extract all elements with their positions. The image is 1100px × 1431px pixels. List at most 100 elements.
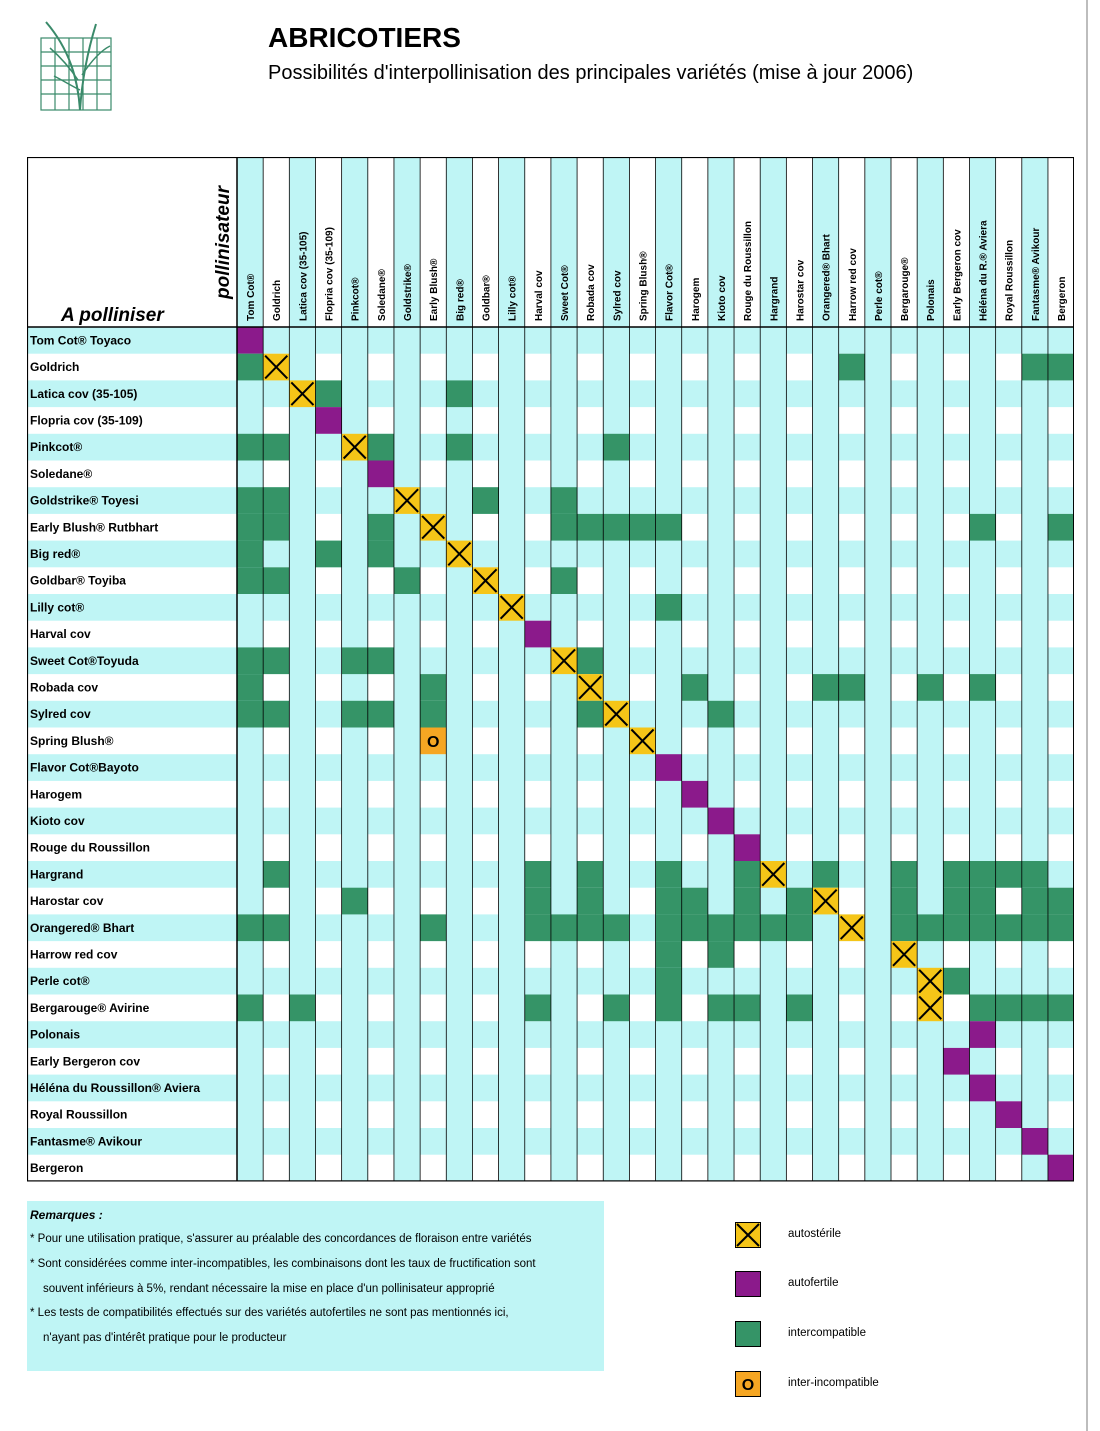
col-label: Goldstrike® (403, 264, 414, 321)
cell-intercompatible (263, 513, 290, 541)
row-label: Lilly cot® (30, 600, 84, 614)
cell-intercompatible (315, 540, 342, 568)
cell-autofertile (524, 620, 551, 648)
cell-intercompatible (786, 994, 813, 1022)
cell-intercompatible (655, 513, 682, 541)
cell-intercompatible (681, 674, 708, 701)
row-band (27, 594, 1074, 621)
cell-intercompatible (472, 487, 499, 514)
cell-intercompatible (420, 914, 447, 942)
cell-intercompatible (681, 887, 708, 915)
row-label: Orangered® Bhart (30, 921, 134, 935)
col-label: Harostar cov (795, 259, 806, 321)
page-title: ABRICOTIERS (268, 22, 461, 53)
cross-line (813, 889, 838, 914)
row-label: Latica cov (35-105) (30, 387, 137, 401)
grid-frame (27, 157, 1074, 1182)
cell-intercompatible (237, 540, 264, 568)
cell-intercompatible (577, 887, 604, 915)
cell-intercompatible (995, 914, 1022, 942)
legend-label: intercompatible (788, 1327, 866, 1339)
cross-line (578, 675, 602, 700)
row-label: Goldbar® Toyiba (30, 574, 126, 588)
cell-intercompatible (1047, 353, 1074, 381)
cell-intercompatible (550, 487, 578, 514)
cell-intercompatible (341, 647, 368, 675)
cell-intercompatible (734, 861, 761, 888)
cell-intercompatible (681, 914, 708, 942)
pollinator-axis-label: pollinisateur (213, 184, 234, 300)
cell-intercompatible (655, 887, 682, 915)
cell-autofertile (367, 460, 394, 488)
cell-intercompatible (577, 513, 604, 541)
col-label: Sweet Cot® (560, 265, 571, 321)
cell-intercompatible (237, 353, 264, 381)
cell-intercompatible (917, 914, 944, 942)
cross-line (421, 515, 445, 540)
cell-intercompatible (341, 887, 368, 915)
legend-label: autostérile (788, 1228, 842, 1240)
row-label: Harrow red cov (30, 947, 118, 961)
col-label: Sylred cov (612, 270, 623, 321)
cell-intercompatible (1047, 887, 1074, 915)
cross-line (552, 648, 576, 673)
cell-intercompatible (655, 941, 682, 968)
cell-intercompatible (707, 914, 735, 942)
col-label: Spring Blush® (638, 251, 649, 321)
cell-intercompatible (812, 861, 839, 888)
cell-intercompatible (1021, 994, 1048, 1022)
row-label: Spring Blush® (30, 734, 114, 748)
cell-intercompatible (655, 967, 682, 995)
cell-autofertile (1021, 1128, 1048, 1155)
cell-intercompatible (969, 674, 996, 701)
cell-intercompatible (603, 433, 630, 461)
cell-intercompatible (263, 647, 290, 675)
row-label: Perle cot® (30, 974, 90, 988)
col-label: Lilly cot® (508, 275, 519, 321)
cell-intercompatible (524, 994, 551, 1022)
remark-line: * Sont considérées comme inter-incompati… (30, 1258, 536, 1270)
cell-intercompatible (367, 700, 394, 728)
col-label: Goldrich (272, 280, 283, 321)
col-label: Fantasme® Avikour (1031, 228, 1042, 321)
col-label: Hargrand (769, 277, 780, 321)
cell-intercompatible (734, 994, 761, 1022)
row-label: Royal Roussillon (30, 1108, 127, 1122)
cell-intercompatible (969, 887, 996, 915)
row-label: Héléna du Roussillon® Aviera (30, 1081, 200, 1095)
cell-intercompatible (420, 674, 447, 701)
cell-intercompatible (1047, 513, 1074, 541)
cell-intercompatible (550, 567, 578, 594)
cell-intercompatible (943, 861, 970, 888)
remark-line: souvent inférieurs à 5%, rendant nécessa… (43, 1283, 495, 1295)
cell-intercompatible (629, 513, 656, 541)
cell-autofertile (995, 1101, 1022, 1128)
cell-intercompatible (969, 861, 996, 888)
cell-autofertile (1047, 1154, 1074, 1182)
cell-intercompatible (367, 647, 394, 675)
cell-intercompatible (1021, 861, 1048, 888)
cell-intercompatible (995, 861, 1022, 888)
cell-intercompatible (577, 647, 604, 675)
page-edge-rule (1086, 0, 1088, 1431)
row-label: Kioto cov (30, 814, 85, 828)
row-label: Bergeron (30, 1161, 83, 1175)
cell-autofertile (707, 807, 735, 835)
legend-autofertile: autofertile (735, 1271, 1035, 1297)
green-swatch-icon (735, 1321, 761, 1347)
col-label: Bergeron (1057, 277, 1068, 321)
cell-intercompatible (838, 674, 865, 701)
cross-line (892, 942, 916, 967)
remarks-title: Remarques : (30, 1208, 103, 1222)
row-label: Rouge du Roussillon (30, 841, 150, 855)
row-label: Soledane® (30, 467, 92, 481)
cell-autofertile (655, 754, 682, 781)
cell-intercompatible (263, 861, 290, 888)
cell-intercompatible (577, 861, 604, 888)
cell-intercompatible (786, 887, 813, 915)
legend-autosterile: autostérile (735, 1222, 1035, 1248)
cell-intercompatible (263, 700, 290, 728)
cell-intercompatible (734, 914, 761, 942)
row-band (27, 487, 1074, 514)
row-band (27, 647, 1074, 675)
